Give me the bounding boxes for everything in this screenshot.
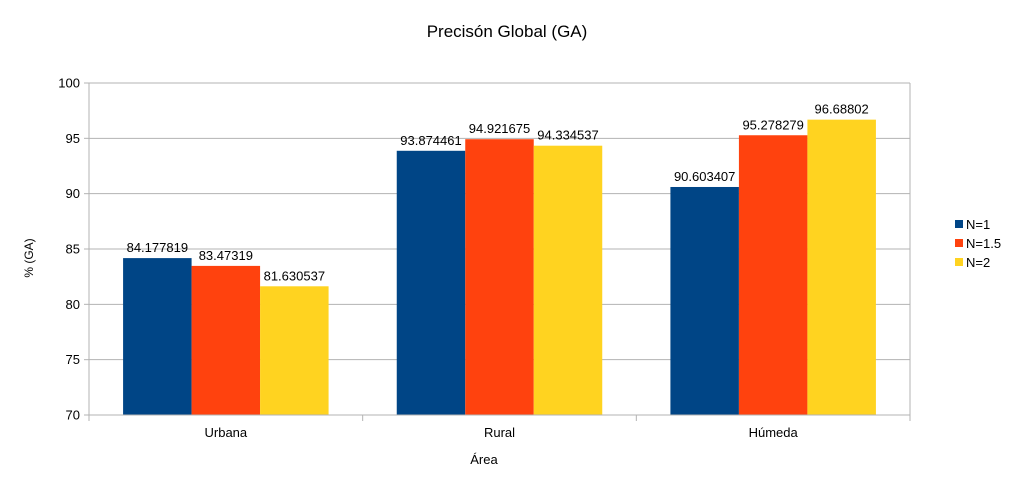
bar xyxy=(807,119,876,415)
legend-swatch xyxy=(955,258,963,266)
bar xyxy=(191,265,261,415)
data-label: 90.603407 xyxy=(674,169,735,184)
bar xyxy=(465,139,534,415)
data-label: 94.334537 xyxy=(537,128,598,143)
data-label: 81.630537 xyxy=(264,268,325,283)
data-label: 95.278279 xyxy=(742,117,803,132)
legend: N=1 N=1.5 N=2 xyxy=(955,217,1001,270)
data-label: 93.874461 xyxy=(400,133,461,148)
legend-label: N=1 xyxy=(966,217,990,232)
y-tick-label: 75 xyxy=(66,352,80,367)
bar xyxy=(670,186,739,415)
bar xyxy=(260,286,329,415)
data-label: 83.47319 xyxy=(199,248,253,263)
y-tick-label: 80 xyxy=(66,297,80,312)
data-label: 96.68802 xyxy=(815,102,869,117)
x-tick-label: Húmeda xyxy=(749,425,799,440)
y-tick-label: 70 xyxy=(66,408,80,423)
data-label: 94.921675 xyxy=(469,121,530,136)
bar xyxy=(738,135,808,415)
chart-title: Precisón Global (GA) xyxy=(427,22,588,41)
legend-label: N=2 xyxy=(966,255,990,270)
legend-swatch xyxy=(955,220,963,228)
x-tick-label: Rural xyxy=(484,425,515,440)
y-tick-label: 90 xyxy=(66,186,80,201)
bar xyxy=(533,145,603,415)
axes: 70 75 80 85 90 95 100 Urbana Rural Húmeda xyxy=(58,76,911,440)
y-tick-label: 100 xyxy=(58,76,80,91)
y-tick-label: 85 xyxy=(66,242,80,257)
y-tick-label: 95 xyxy=(66,131,80,146)
bars: 84.177819 93.874461 90.603407 83.47319 94.92… xyxy=(123,102,876,415)
bar xyxy=(123,258,192,415)
data-label: 84.177819 xyxy=(127,240,188,255)
y-axis-title: % (GA) xyxy=(22,238,36,277)
bar xyxy=(396,150,466,415)
legend-swatch xyxy=(955,239,963,247)
x-tick-label: Urbana xyxy=(205,425,248,440)
x-axis-title: Área xyxy=(470,452,498,467)
legend-label: N=1.5 xyxy=(966,236,1001,251)
